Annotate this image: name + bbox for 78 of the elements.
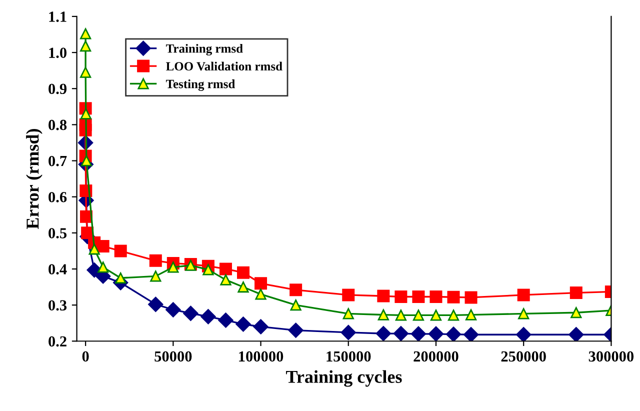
point (88, 244, 100, 255)
x-axis-title: Training cycles (286, 370, 402, 387)
y-tick-label: 0.6 (48, 192, 67, 202)
x-tick-label: 50000 (154, 351, 192, 362)
point (394, 290, 408, 304)
legend-label: LOO Validation rmsd (166, 62, 282, 71)
point (342, 308, 354, 320)
y-axis-title: Error (rmsd) (26, 129, 42, 230)
point (393, 326, 409, 342)
point (237, 266, 250, 279)
x-tick-label: 100000 (239, 351, 284, 362)
point (114, 244, 127, 258)
point (183, 306, 198, 321)
point (464, 291, 478, 304)
point (446, 326, 462, 342)
y-tick-label: 0.5 (48, 228, 67, 238)
point (395, 310, 406, 321)
x-tick-label: 200000 (414, 351, 458, 362)
point (80, 40, 92, 52)
point (288, 322, 304, 338)
point (238, 281, 249, 293)
y-tick-label: 0.3 (48, 300, 67, 311)
point (428, 326, 444, 342)
x-tick-label: 150000 (326, 351, 371, 362)
point (98, 262, 109, 273)
point (412, 290, 425, 304)
point (290, 299, 302, 311)
point (410, 326, 426, 342)
point (430, 290, 442, 304)
point (430, 310, 442, 321)
x-tick-label: 250000 (501, 351, 546, 362)
point (236, 316, 251, 332)
point (80, 28, 92, 40)
y-tick-label: 0.9 (48, 84, 67, 94)
point (96, 240, 110, 252)
point (149, 254, 162, 267)
point (290, 284, 302, 296)
point (80, 108, 92, 120)
point (570, 307, 582, 318)
point (568, 327, 584, 342)
point (465, 309, 477, 320)
point (166, 302, 181, 318)
y-tick-label: 0.2 (48, 336, 66, 347)
point (219, 262, 232, 276)
point (378, 309, 389, 320)
point (150, 270, 162, 282)
point (148, 296, 164, 312)
point (168, 262, 179, 273)
point (376, 326, 391, 342)
y-tick-label: 0.4 (48, 264, 67, 274)
point (253, 319, 268, 334)
point (517, 288, 530, 302)
point (516, 327, 532, 342)
x-tick-label: 300000 (588, 351, 634, 362)
y-tick-label: 1.1 (49, 12, 66, 22)
x-tick-label: 0 (82, 351, 89, 362)
point (342, 288, 355, 302)
point (218, 312, 234, 328)
point (202, 264, 214, 276)
point (220, 274, 232, 286)
point (412, 310, 424, 321)
point (254, 277, 268, 290)
legend-label: Testing rmsd (166, 79, 236, 91)
point (200, 309, 216, 324)
point (447, 290, 460, 304)
legend-label: Training rmsd (166, 44, 243, 56)
y-tick-label: 0.8 (48, 120, 67, 130)
point (255, 288, 266, 300)
point (448, 310, 460, 321)
point (340, 324, 356, 340)
point (80, 155, 92, 166)
point (80, 66, 92, 78)
point (518, 308, 530, 320)
point (463, 327, 479, 342)
point (570, 286, 582, 300)
y-tick-label: 1.0 (49, 48, 66, 58)
point (377, 290, 390, 302)
y-tick-label: 0.7 (48, 156, 67, 166)
